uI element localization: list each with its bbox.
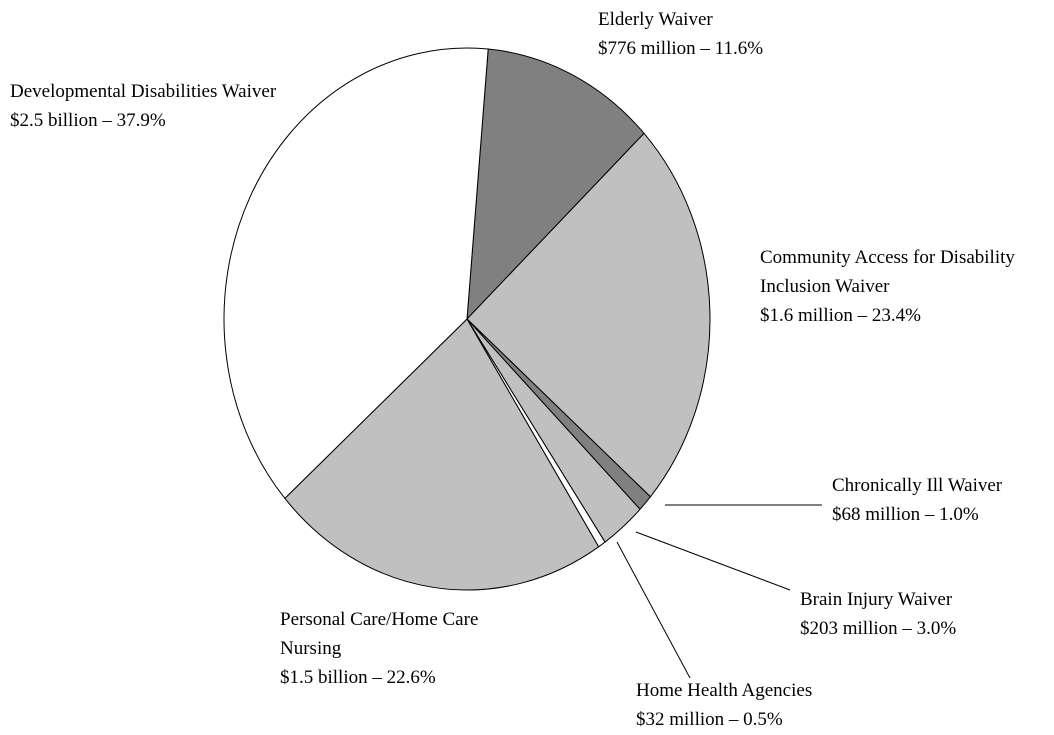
slice-label: Developmental Disabilities Waiver $2.5 b… [10, 77, 282, 135]
slice-label: Personal Care/Home Care Nursing $1.5 bil… [280, 605, 498, 692]
value-label: $776 million – 11.6% [598, 38, 764, 59]
slice-label: Elderly Waiver $776 million – 11.6% [598, 5, 763, 63]
category-label: Elderly Waiver [598, 9, 713, 30]
leader-line [635, 531, 791, 591]
leader-line [616, 541, 691, 679]
value-label: $32 million – 0.5% [636, 709, 783, 730]
slice-label: Community Access for Disability Inclusio… [760, 243, 1035, 330]
category-label: Personal Care/Home Care Nursing [280, 609, 479, 659]
category-label: Brain Injury Waiver [800, 589, 953, 610]
value-label: $1.6 million – 23.4% [760, 305, 921, 326]
slices [223, 47, 711, 591]
slice-label: Brain Injury Waiver $203 million – 3.0% [800, 585, 956, 643]
category-label: Chronically Ill Waiver [832, 475, 1003, 496]
slice-label: Home Health Agencies $32 million – 0.5% [636, 676, 812, 734]
pie-slice [466, 48, 645, 320]
category-label: Community Access for Disability Inclusio… [760, 247, 1015, 297]
pie-slice [223, 47, 489, 499]
value-label: $68 million – 1.0% [832, 504, 979, 525]
category-label: Home Health Agencies [636, 680, 813, 701]
category-label: Developmental Disabilities Waiver [10, 81, 277, 102]
slice-label: Chronically Ill Waiver $68 million – 1.0… [832, 471, 1002, 529]
value-label: $1.5 billion – 22.6% [280, 667, 436, 688]
pie-slice [466, 132, 711, 498]
value-label: $203 million – 3.0% [800, 618, 957, 639]
pie-slice [284, 318, 600, 591]
value-label: $2.5 billion – 37.9% [10, 110, 166, 131]
